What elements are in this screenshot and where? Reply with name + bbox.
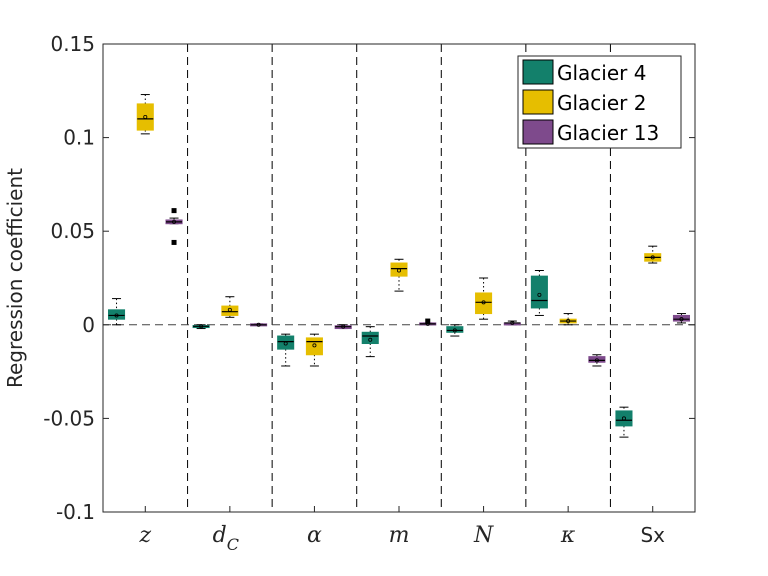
outlier-point — [425, 318, 431, 324]
box-glacier-4-2 — [192, 324, 210, 330]
box-glacier-2-6 — [559, 313, 577, 326]
mean-marker — [481, 300, 486, 305]
box — [446, 326, 464, 333]
box-glacier-13-3 — [334, 324, 352, 330]
box — [107, 309, 126, 320]
box-glacier-4-6 — [530, 270, 548, 316]
box-glacier-13-4 — [419, 318, 437, 326]
box — [588, 356, 606, 363]
x-tick-subscript: C — [227, 535, 239, 554]
y-tick-label: 0.05 — [50, 219, 95, 243]
box-glacier-4-4 — [361, 326, 379, 358]
x-tick-label: z — [138, 523, 151, 548]
box — [305, 337, 323, 356]
mean-marker — [341, 324, 346, 329]
y-tick-label: -0.1 — [56, 500, 95, 524]
box — [672, 314, 691, 322]
y-axis: -0.1 -0.05 0 0.05 0.1 0.15 — [43, 32, 695, 524]
legend-label: Glacier 13 — [557, 121, 659, 145]
mean-marker — [143, 115, 148, 120]
x-tick-label: α — [307, 523, 322, 548]
outlier-point — [171, 239, 177, 245]
box-glacier-2-7 — [644, 245, 662, 264]
mean-marker — [114, 313, 119, 318]
mean-marker — [396, 268, 401, 273]
box — [221, 305, 239, 316]
mean-marker — [679, 317, 684, 322]
box — [277, 335, 295, 350]
box-glacier-4-5 — [446, 324, 464, 337]
mean-marker — [566, 319, 571, 324]
box-glacier-4-3 — [277, 333, 295, 367]
legend-swatch — [522, 89, 554, 115]
mean-marker — [312, 343, 317, 348]
box-glacier-13-5 — [503, 320, 521, 326]
mean-marker — [537, 292, 542, 297]
mean-marker — [283, 341, 288, 346]
y-tick-label: -0.05 — [43, 406, 95, 430]
x-tick-label: m — [389, 523, 410, 548]
mean-marker — [510, 320, 515, 325]
box-glacier-2-2 — [221, 296, 239, 318]
legend-swatch — [522, 119, 554, 145]
mean-marker — [621, 416, 626, 421]
box-glacier-4-7 — [615, 406, 633, 438]
box-glacier-2-4 — [390, 258, 408, 292]
box — [615, 410, 633, 427]
mean-marker — [227, 307, 232, 312]
box-glacier-4-1 — [107, 298, 126, 326]
mean-marker — [368, 337, 373, 342]
box-glacier-2-5 — [475, 277, 493, 320]
mean-marker — [452, 328, 457, 333]
box-glacier-2-1 — [136, 94, 154, 135]
legend-label: Glacier 2 — [557, 91, 646, 115]
x-tick-label: N — [473, 523, 494, 548]
x-tick-label: κ — [560, 523, 576, 548]
box — [390, 262, 408, 277]
outlier-point — [171, 208, 177, 214]
box-glacier-13-7 — [672, 313, 691, 324]
legend-label: Glacier 4 — [557, 61, 646, 85]
legend-swatch — [522, 59, 554, 85]
mean-marker — [199, 324, 204, 329]
y-tick-label: 0.15 — [50, 32, 95, 56]
box-glacier-13-6 — [588, 354, 606, 367]
mean-marker — [256, 322, 261, 327]
box-glacier-2-3 — [305, 333, 323, 367]
box — [136, 103, 154, 131]
box-glacier-13-2 — [250, 322, 268, 327]
y-tick-label: 0 — [82, 313, 95, 337]
box-glacier-13-1 — [165, 208, 183, 245]
mean-marker — [594, 358, 599, 363]
y-tick-label: 0.1 — [63, 126, 95, 150]
mean-marker — [172, 219, 177, 224]
box — [530, 275, 548, 309]
mean-marker — [650, 255, 655, 260]
y-axis-title: Regression coefficient — [3, 168, 27, 388]
x-tick-label: Sx — [640, 523, 665, 547]
box — [475, 292, 493, 315]
legend: Glacier 4 Glacier 2 Glacier 13 — [517, 55, 682, 149]
